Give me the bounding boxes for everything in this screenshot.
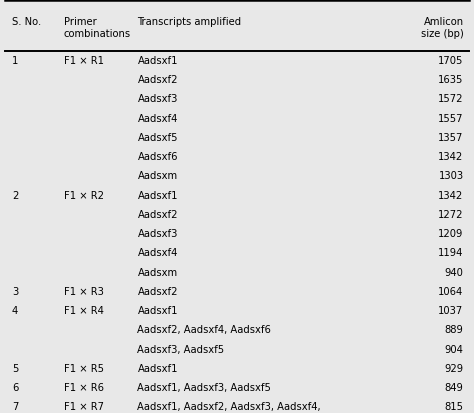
- Text: Aadsxf1, Aadsxf2, Aadsxf3, Aadsxf4,
Aadsxf5, Aadsxf6: Aadsxf1, Aadsxf2, Aadsxf3, Aadsxf4, Aads…: [137, 401, 321, 413]
- Text: Aadsxf3: Aadsxf3: [137, 228, 178, 239]
- Text: Aadsxf1: Aadsxf1: [137, 363, 178, 373]
- Text: 904: 904: [445, 344, 464, 354]
- Text: Aadsxf1: Aadsxf1: [137, 305, 178, 316]
- Text: 1357: 1357: [438, 133, 464, 142]
- Text: Aadsxm: Aadsxm: [137, 171, 178, 181]
- Text: 5: 5: [12, 363, 18, 373]
- Text: Aadsxf2: Aadsxf2: [137, 286, 178, 296]
- Text: 1342: 1342: [438, 190, 464, 200]
- Text: F1 × R7: F1 × R7: [64, 401, 104, 411]
- Text: 4: 4: [12, 305, 18, 316]
- Text: 1: 1: [12, 56, 18, 66]
- Text: 1303: 1303: [438, 171, 464, 181]
- Text: Primer
combinations: Primer combinations: [64, 17, 131, 39]
- Text: F1 × R2: F1 × R2: [64, 190, 104, 200]
- Text: Aadsxf2, Aadsxf4, Aadsxf6: Aadsxf2, Aadsxf4, Aadsxf6: [137, 325, 271, 335]
- Text: 940: 940: [445, 267, 464, 277]
- Text: Aadsxf3: Aadsxf3: [137, 94, 178, 104]
- Text: F1 × R1: F1 × R1: [64, 56, 104, 66]
- Text: 1635: 1635: [438, 75, 464, 85]
- Text: F1 × R4: F1 × R4: [64, 305, 104, 316]
- Text: F1 × R5: F1 × R5: [64, 363, 104, 373]
- Text: Aadsxf5: Aadsxf5: [137, 133, 178, 142]
- Text: 1572: 1572: [438, 94, 464, 104]
- Text: Amlicon
size (bp): Amlicon size (bp): [421, 17, 464, 39]
- Text: Aadsxf2: Aadsxf2: [137, 75, 178, 85]
- Text: Aadsxf2: Aadsxf2: [137, 209, 178, 219]
- Text: 3: 3: [12, 286, 18, 296]
- Text: 1209: 1209: [438, 228, 464, 239]
- Text: Aadsxf1: Aadsxf1: [137, 190, 178, 200]
- Text: 1705: 1705: [438, 56, 464, 66]
- Text: 6: 6: [12, 382, 18, 392]
- Text: 929: 929: [445, 363, 464, 373]
- Text: 1194: 1194: [438, 248, 464, 258]
- Text: 2: 2: [12, 190, 18, 200]
- Text: Transcripts amplified: Transcripts amplified: [137, 17, 242, 27]
- Text: 889: 889: [445, 325, 464, 335]
- Text: Aadsxf4: Aadsxf4: [137, 113, 178, 123]
- Text: F1 × R6: F1 × R6: [64, 382, 104, 392]
- Text: S. No.: S. No.: [12, 17, 41, 27]
- Text: Aadsxf1: Aadsxf1: [137, 56, 178, 66]
- Text: 1064: 1064: [438, 286, 464, 296]
- Text: 849: 849: [445, 382, 464, 392]
- Text: 1557: 1557: [438, 113, 464, 123]
- Text: 1272: 1272: [438, 209, 464, 219]
- Text: 815: 815: [445, 401, 464, 411]
- Text: Aadsxf3, Aadsxf5: Aadsxf3, Aadsxf5: [137, 344, 225, 354]
- Text: 7: 7: [12, 401, 18, 411]
- Text: Aadsxf1, Aadsxf3, Aadsxf5: Aadsxf1, Aadsxf3, Aadsxf5: [137, 382, 271, 392]
- Text: 1342: 1342: [438, 152, 464, 162]
- Text: 1037: 1037: [438, 305, 464, 316]
- Text: Aadsxf6: Aadsxf6: [137, 152, 178, 162]
- Text: Aadsxm: Aadsxm: [137, 267, 178, 277]
- Text: Aadsxf4: Aadsxf4: [137, 248, 178, 258]
- Text: F1 × R3: F1 × R3: [64, 286, 104, 296]
